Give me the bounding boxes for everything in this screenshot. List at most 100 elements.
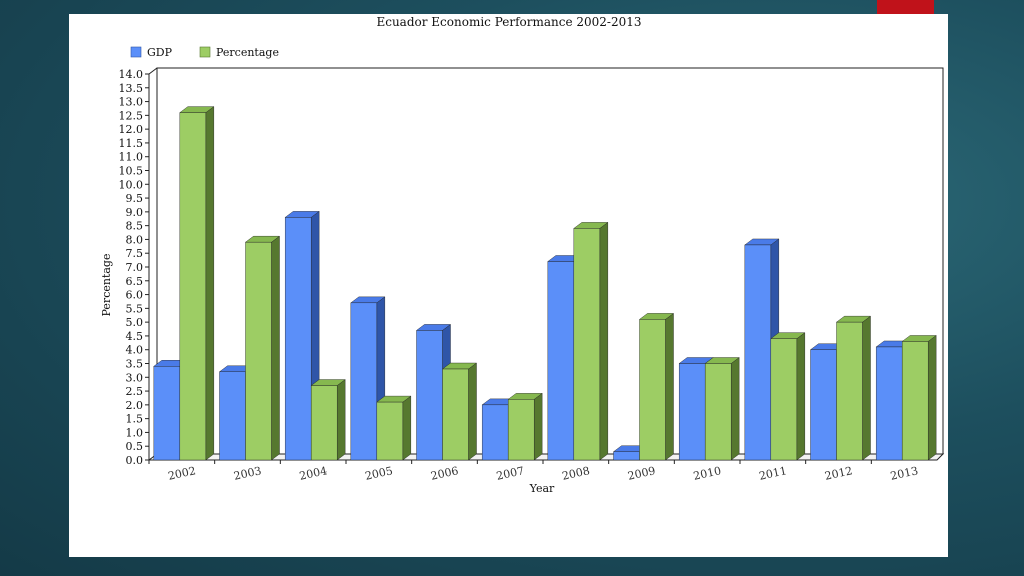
bar-front	[350, 302, 378, 461]
y-tick-label: 1.5	[126, 413, 144, 426]
x-tick-label: 2004	[298, 464, 328, 483]
bar-gdp-2006	[415, 324, 452, 461]
y-tick-label: 8.5	[126, 220, 144, 233]
y-tick-label: 7.0	[126, 261, 144, 274]
bar-percentage-2007	[507, 392, 543, 461]
y-tick-label: 3.5	[126, 358, 144, 371]
x-axis-label: Year	[529, 482, 555, 495]
x-tick-label: 2008	[561, 464, 591, 483]
y-tick-label: 3.0	[126, 371, 144, 384]
y-tick-label: 0.0	[126, 454, 144, 467]
bar-side	[402, 395, 412, 461]
x-tick-label: 2012	[824, 464, 854, 483]
bar-side	[665, 312, 674, 461]
x-axis-ticks: 2002 2003 2004 2005 2006 2007 2008 2009 2010 2011…	[148, 460, 919, 483]
bar-side	[271, 235, 280, 461]
bar-front	[744, 244, 772, 461]
bar-percentage-2004	[310, 379, 346, 461]
x-tick-label: 2005	[364, 464, 394, 483]
bar-front	[245, 241, 272, 461]
y-tick-label: 7.5	[126, 247, 144, 260]
legend-label-percentage: Percentage	[216, 46, 279, 59]
bar-front	[219, 371, 246, 461]
bar-front	[875, 346, 903, 461]
x-tick-label: 2002	[167, 464, 197, 483]
bar-chart: Ecuador Economic Performance 2002-2013 G…	[100, 15, 945, 495]
slide-panel: Ecuador Economic Performance 2002-2013 G…	[69, 14, 948, 557]
bar-front	[153, 366, 181, 461]
bar-side	[205, 106, 215, 461]
y-tick-label: 9.0	[126, 206, 144, 219]
bar-front	[376, 401, 404, 461]
bar-front	[284, 217, 312, 461]
bar-front	[416, 330, 443, 461]
legend-swatch-percentage	[199, 46, 211, 58]
chart-title: Ecuador Economic Performance 2002-2013	[376, 15, 641, 29]
bar-percentage-2002	[179, 106, 215, 461]
y-tick-label: 12.5	[119, 109, 144, 122]
bar-front	[901, 341, 929, 461]
y-tick-label: 10.5	[119, 165, 144, 178]
bar-front	[639, 319, 666, 461]
bar-front	[310, 385, 338, 461]
y-tick-label: 6.5	[126, 275, 144, 288]
y-axis-label: Percentage	[100, 254, 113, 317]
x-tick-label: 2003	[233, 464, 263, 483]
bar-side	[862, 315, 871, 461]
bar-front	[179, 112, 207, 461]
bar-percentage-2011	[770, 332, 806, 461]
bar-side	[730, 357, 740, 461]
bar-front	[836, 321, 863, 461]
bar-front	[704, 363, 732, 461]
bar-front	[770, 338, 798, 461]
x-tick-label: 2009	[627, 464, 657, 483]
x-tick-label: 2007	[495, 464, 525, 483]
bar-front	[573, 228, 601, 461]
bar-front	[507, 399, 535, 461]
y-tick-label: 11.0	[119, 151, 144, 164]
y-tick-label: 10.0	[119, 178, 144, 191]
y-tick-label: 8.0	[126, 233, 144, 246]
bar-front	[442, 368, 469, 461]
y-tick-label: 4.0	[126, 344, 144, 357]
y-tick-label: 4.5	[126, 330, 144, 343]
bar-percentage-2009	[638, 312, 675, 461]
y-tick-label: 5.0	[126, 316, 144, 329]
y-tick-label: 1.0	[126, 426, 144, 439]
axis-depth-top	[148, 67, 158, 75]
x-tick-label: 2010	[692, 464, 722, 483]
bars	[153, 106, 937, 461]
bar-side	[533, 392, 543, 461]
bar-percentage-2005	[376, 395, 412, 461]
y-tick-label: 6.0	[126, 289, 144, 302]
bar-side	[927, 335, 937, 461]
legend-swatch-gdp	[130, 46, 142, 58]
y-tick-label: 12.0	[119, 123, 144, 136]
x-tick-label: 2011	[758, 464, 788, 483]
bar-front	[678, 363, 706, 461]
legend: GDP Percentage	[130, 46, 279, 59]
bar-front	[481, 404, 509, 461]
bar-front	[613, 451, 640, 461]
y-tick-label: 13.5	[119, 82, 144, 95]
bar-percentage-2012	[835, 315, 872, 461]
y-axis-ticks: 0.00.51.01.52.02.53.03.54.04.55.05.56.06…	[119, 68, 149, 467]
bar-side	[336, 379, 346, 461]
legend-label-gdp: GDP	[147, 46, 173, 59]
y-tick-label: 2.0	[126, 399, 144, 412]
bar-front	[810, 349, 837, 461]
y-tick-label: 5.5	[126, 302, 144, 315]
bar-percentage-2003	[244, 235, 281, 461]
y-tick-label: 9.5	[126, 192, 144, 205]
bar-side	[796, 332, 806, 461]
x-tick-label: 2006	[430, 464, 460, 483]
bar-percentage-2008	[573, 221, 609, 461]
bar-percentage-2013	[901, 335, 937, 461]
x-tick-label: 2013	[889, 464, 919, 483]
accent-block	[877, 0, 934, 14]
y-tick-label: 13.0	[119, 96, 144, 109]
bar-percentage-2010	[704, 357, 740, 461]
y-tick-label: 0.5	[126, 440, 144, 453]
y-tick-label: 11.5	[119, 137, 144, 150]
bar-front	[547, 261, 575, 461]
